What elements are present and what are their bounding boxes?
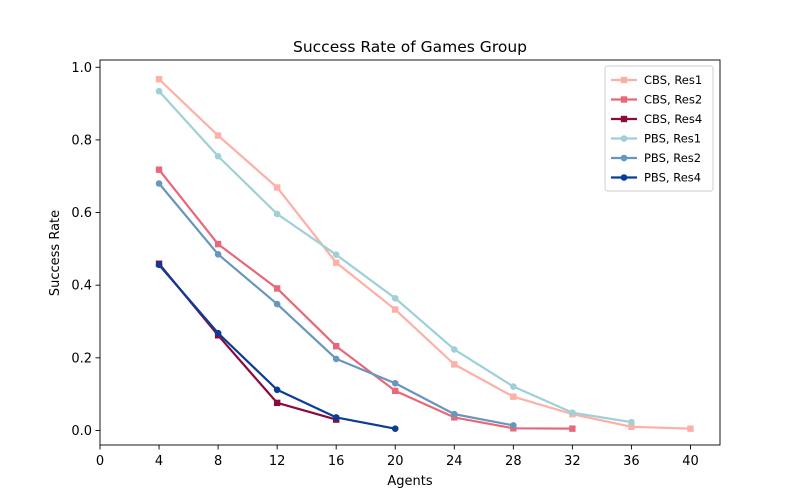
data-point bbox=[628, 418, 635, 426]
legend-box bbox=[604, 65, 714, 192]
y-tick-label: 0.8 bbox=[71, 133, 92, 148]
series-line bbox=[158, 78, 691, 430]
x-tick-label: 12 bbox=[269, 454, 286, 469]
chart-title: Success Rate of Games Group bbox=[293, 38, 527, 56]
data-point bbox=[569, 425, 576, 432]
legend-entry-label: PBS, Res4 bbox=[644, 171, 701, 185]
data-point bbox=[273, 184, 281, 191]
legend-marker bbox=[620, 115, 628, 123]
y-tick-label: 0.2 bbox=[71, 351, 92, 366]
data-point bbox=[332, 259, 340, 266]
data-point bbox=[214, 251, 222, 258]
data-point bbox=[569, 409, 576, 416]
legend-entry-label: PBS, Res1 bbox=[644, 132, 701, 146]
legend-entry-label: CBS, Res4 bbox=[644, 112, 702, 126]
data-point bbox=[510, 383, 517, 390]
x-tick-label: 20 bbox=[387, 454, 404, 469]
x-tick-label: 16 bbox=[328, 454, 345, 469]
y-tick-label: 0.0 bbox=[71, 424, 92, 439]
data-point bbox=[510, 422, 517, 429]
data-point bbox=[451, 361, 458, 368]
x-tick-label: 40 bbox=[682, 454, 699, 469]
data-point bbox=[391, 379, 399, 387]
data-point bbox=[155, 87, 163, 95]
data-point bbox=[332, 414, 340, 421]
data-point bbox=[273, 300, 281, 308]
data-point bbox=[155, 261, 163, 269]
legend: CBS, Res1 CBS, Res2 CBS, Res4 PBS, Res1 PBS,… bbox=[604, 65, 714, 192]
data-point bbox=[273, 386, 281, 394]
x-axis-label: Agents bbox=[387, 474, 432, 489]
data-point bbox=[214, 240, 222, 248]
data-point bbox=[332, 343, 340, 350]
data-point bbox=[628, 423, 635, 431]
x-tick-label: 24 bbox=[446, 454, 463, 469]
data-point bbox=[155, 76, 163, 83]
legend-marker bbox=[620, 154, 628, 162]
x-tick-label: 32 bbox=[564, 454, 581, 469]
data-point bbox=[687, 425, 694, 432]
data-point bbox=[214, 132, 222, 139]
data-point bbox=[214, 329, 222, 337]
data-point bbox=[155, 180, 163, 187]
legend-marker bbox=[620, 174, 628, 181]
x-tick-label: 28 bbox=[505, 454, 522, 469]
x-tick-label: 0 bbox=[96, 454, 104, 469]
y-tick-label: 0.6 bbox=[71, 206, 92, 221]
series-line bbox=[158, 169, 573, 430]
data-point bbox=[510, 393, 517, 400]
data-point bbox=[155, 166, 163, 173]
data-point bbox=[214, 152, 222, 160]
y-tick-label: 1.0 bbox=[71, 61, 92, 76]
x-tick-label: 4 bbox=[155, 454, 163, 469]
data-point bbox=[392, 306, 399, 313]
legend-entry-label: CBS, Res2 bbox=[644, 93, 702, 107]
data-point bbox=[273, 399, 281, 407]
plot-area: 0 4 8 12 16 20 24 28 32 36 40 0.0 0.2 0.4 0.6 0.8 1.0 bbox=[71, 59, 721, 469]
legend-marker bbox=[620, 76, 628, 84]
data-point bbox=[391, 294, 399, 302]
x-tick-label: 8 bbox=[214, 454, 222, 469]
data-point bbox=[391, 425, 399, 432]
y-axis-label: Success Rate bbox=[48, 210, 63, 296]
x-tick-label: 36 bbox=[623, 454, 640, 469]
data-point bbox=[273, 285, 281, 292]
y-tick-label: 0.4 bbox=[71, 279, 92, 294]
legend-entry-label: CBS, Res1 bbox=[644, 73, 702, 87]
data-point bbox=[332, 355, 340, 363]
legend-marker bbox=[620, 135, 628, 142]
legend-entry-label: PBS, Res2 bbox=[644, 151, 701, 165]
axes-frame bbox=[99, 59, 721, 446]
data-point bbox=[450, 410, 458, 418]
data-point bbox=[392, 387, 399, 395]
data-point bbox=[273, 210, 281, 218]
legend-marker bbox=[620, 96, 628, 103]
data-point bbox=[332, 251, 340, 258]
data-point bbox=[450, 346, 458, 353]
